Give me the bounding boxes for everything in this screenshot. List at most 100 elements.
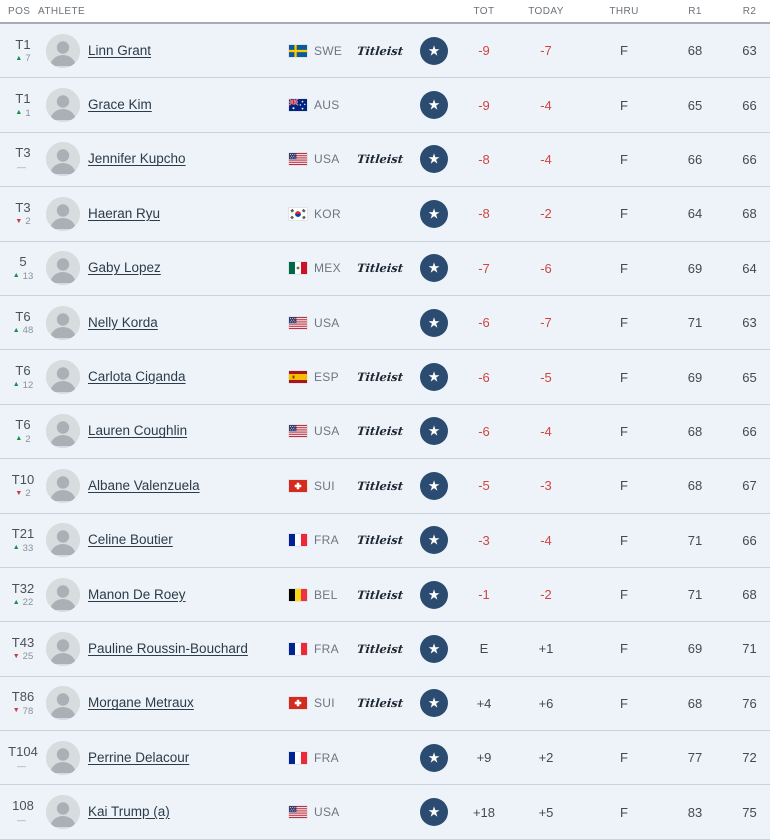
favorite-star-button[interactable]: ★: [420, 36, 448, 65]
country-code: FRA: [314, 533, 339, 548]
score-thru: F: [620, 315, 628, 331]
score-total: -9: [478, 43, 490, 59]
position-label: T1: [15, 36, 31, 52]
header-thru: THRU: [609, 5, 639, 17]
favorite-cell: ★: [405, 743, 463, 772]
leaderboard-row: T1 ▲ 7 Linn Grant SWE Titleist ★ -9 -: [0, 24, 770, 79]
score-thru: F: [620, 587, 628, 603]
score-round2: 71: [742, 641, 757, 657]
score-round2: 66: [742, 423, 757, 439]
athlete-name-link[interactable]: Pauline Roussin-Bouchard: [88, 640, 248, 656]
position-movement: ▲ 2: [15, 434, 30, 445]
athlete-name-link[interactable]: Lauren Coughlin: [88, 423, 188, 439]
favorite-star-button[interactable]: ★: [420, 689, 448, 718]
movement-arrow-icon: ▲: [15, 435, 23, 443]
athlete-name-link[interactable]: Linn Grant: [88, 42, 152, 58]
avatar-cell: [46, 360, 88, 395]
athlete-name-link[interactable]: Manon De Roey: [88, 586, 186, 602]
favorite-star-button[interactable]: ★: [420, 363, 448, 392]
leaderboard-row: T86 ▼ 78 Morgane Metraux SUI Titleist ★ …: [0, 676, 770, 732]
country-code: FRA: [314, 641, 339, 656]
country-code: AUS: [314, 98, 340, 113]
titleist-logo: Titleist: [356, 533, 404, 548]
movement-arrow-icon: —: [17, 815, 26, 826]
position-cell: T3 —: [0, 146, 46, 172]
leaderboard-row: T3 ▼ 2 Haeran Ryu KOR ★ -8 -2 F: [0, 187, 770, 242]
star-icon: ★: [427, 694, 441, 711]
athlete-cell: Manon De Roey: [88, 586, 289, 604]
athlete-name-link[interactable]: Albane Valenzuela: [88, 477, 200, 493]
favorite-star-button[interactable]: ★: [420, 634, 448, 663]
sponsor-cell: [355, 314, 405, 332]
score-today: -6: [540, 260, 552, 276]
score-round2: 63: [742, 43, 757, 59]
favorite-star-button[interactable]: ★: [420, 743, 448, 772]
flag-usa-icon: [289, 153, 307, 166]
athlete-name-link[interactable]: Haeran Ryu: [88, 205, 161, 221]
athlete-cell: Pauline Roussin-Bouchard: [88, 640, 289, 658]
country-cell: USA: [289, 805, 355, 819]
athlete-cell: Celine Boutier: [88, 531, 289, 549]
score-today: -4: [540, 151, 552, 167]
favorite-cell: ★: [405, 689, 463, 718]
position-movement: ▼ 78: [12, 706, 34, 717]
athlete-name-link[interactable]: Kai Trump (a): [88, 804, 170, 820]
position-movement: ▲ 1: [15, 107, 31, 119]
favorite-star-button[interactable]: ★: [420, 526, 448, 555]
sponsor-cell: [355, 96, 405, 114]
athlete-name-link[interactable]: Grace Kim: [88, 97, 152, 113]
athlete-avatar: [46, 360, 80, 395]
favorite-star-button[interactable]: ★: [420, 580, 448, 609]
position-movement: ▲ 48: [13, 325, 34, 336]
score-round1: 68: [687, 695, 703, 711]
movement-arrow-icon: —: [17, 760, 26, 771]
flag-usa-icon: [289, 806, 307, 819]
score-total: +9: [476, 750, 492, 766]
sponsor-cell: [355, 803, 405, 821]
country-code: FRA: [314, 750, 339, 765]
favorite-star-button[interactable]: ★: [420, 471, 448, 500]
favorite-star-button[interactable]: ★: [420, 308, 448, 337]
country-code: ESP: [314, 370, 339, 385]
athlete-avatar: [46, 523, 80, 558]
titleist-logo: Titleist: [356, 696, 404, 711]
athlete-name-link[interactable]: Gaby Lopez: [88, 260, 161, 276]
athlete-avatar: [46, 33, 80, 68]
athlete-name-link[interactable]: Nelly Korda: [88, 314, 158, 330]
favorite-star-button[interactable]: ★: [420, 417, 448, 446]
header-r2: R2: [742, 5, 757, 17]
athlete-cell: Morgane Metraux: [88, 694, 289, 712]
country-code: USA: [314, 152, 340, 167]
star-icon: ★: [427, 640, 441, 657]
movement-value: 1: [25, 107, 31, 119]
leaderboard-row: 5 ▲ 13 Gaby Lopez MEX Titleist ★ -7 -: [0, 241, 770, 296]
sponsor-cell: Titleist: [355, 694, 405, 712]
movement-arrow-icon: ▼: [12, 707, 20, 715]
score-total: -1: [478, 587, 490, 603]
athlete-name-link[interactable]: Carlota Ciganda: [88, 369, 186, 385]
score-round1: 69: [687, 641, 703, 657]
favorite-star-button[interactable]: ★: [420, 254, 448, 283]
leaderboard-row: T43 ▼ 25 Pauline Roussin-Bouchard FRA Ti…: [0, 622, 770, 677]
score-thru: F: [620, 804, 628, 820]
favorite-star-button[interactable]: ★: [420, 91, 448, 120]
star-icon: ★: [427, 368, 441, 385]
athlete-name-link[interactable]: Perrine Delacour: [88, 749, 190, 765]
header-r1: R1: [688, 5, 702, 17]
favorite-star-button[interactable]: ★: [420, 798, 448, 827]
sponsor-cell: Titleist: [355, 531, 405, 549]
header-today: TODAY: [528, 5, 564, 17]
athlete-name-link[interactable]: Morgane Metraux: [88, 695, 194, 711]
position-movement: ▲ 7: [15, 53, 30, 64]
movement-value: 13: [22, 270, 34, 282]
score-today: -7: [540, 315, 552, 331]
avatar-cell: [46, 33, 88, 68]
score-thru: F: [620, 750, 628, 766]
favorite-star-button[interactable]: ★: [420, 199, 448, 228]
position-cell: T104 —: [0, 744, 46, 771]
leaderboard-row: T3 — Jennifer Kupcho USA Titleist ★ -8: [0, 132, 770, 188]
athlete-name-link[interactable]: Celine Boutier: [88, 532, 173, 548]
athlete-name-link[interactable]: Jennifer Kupcho: [88, 151, 186, 167]
favorite-star-button[interactable]: ★: [420, 145, 448, 174]
country-cell: AUS: [289, 98, 355, 112]
